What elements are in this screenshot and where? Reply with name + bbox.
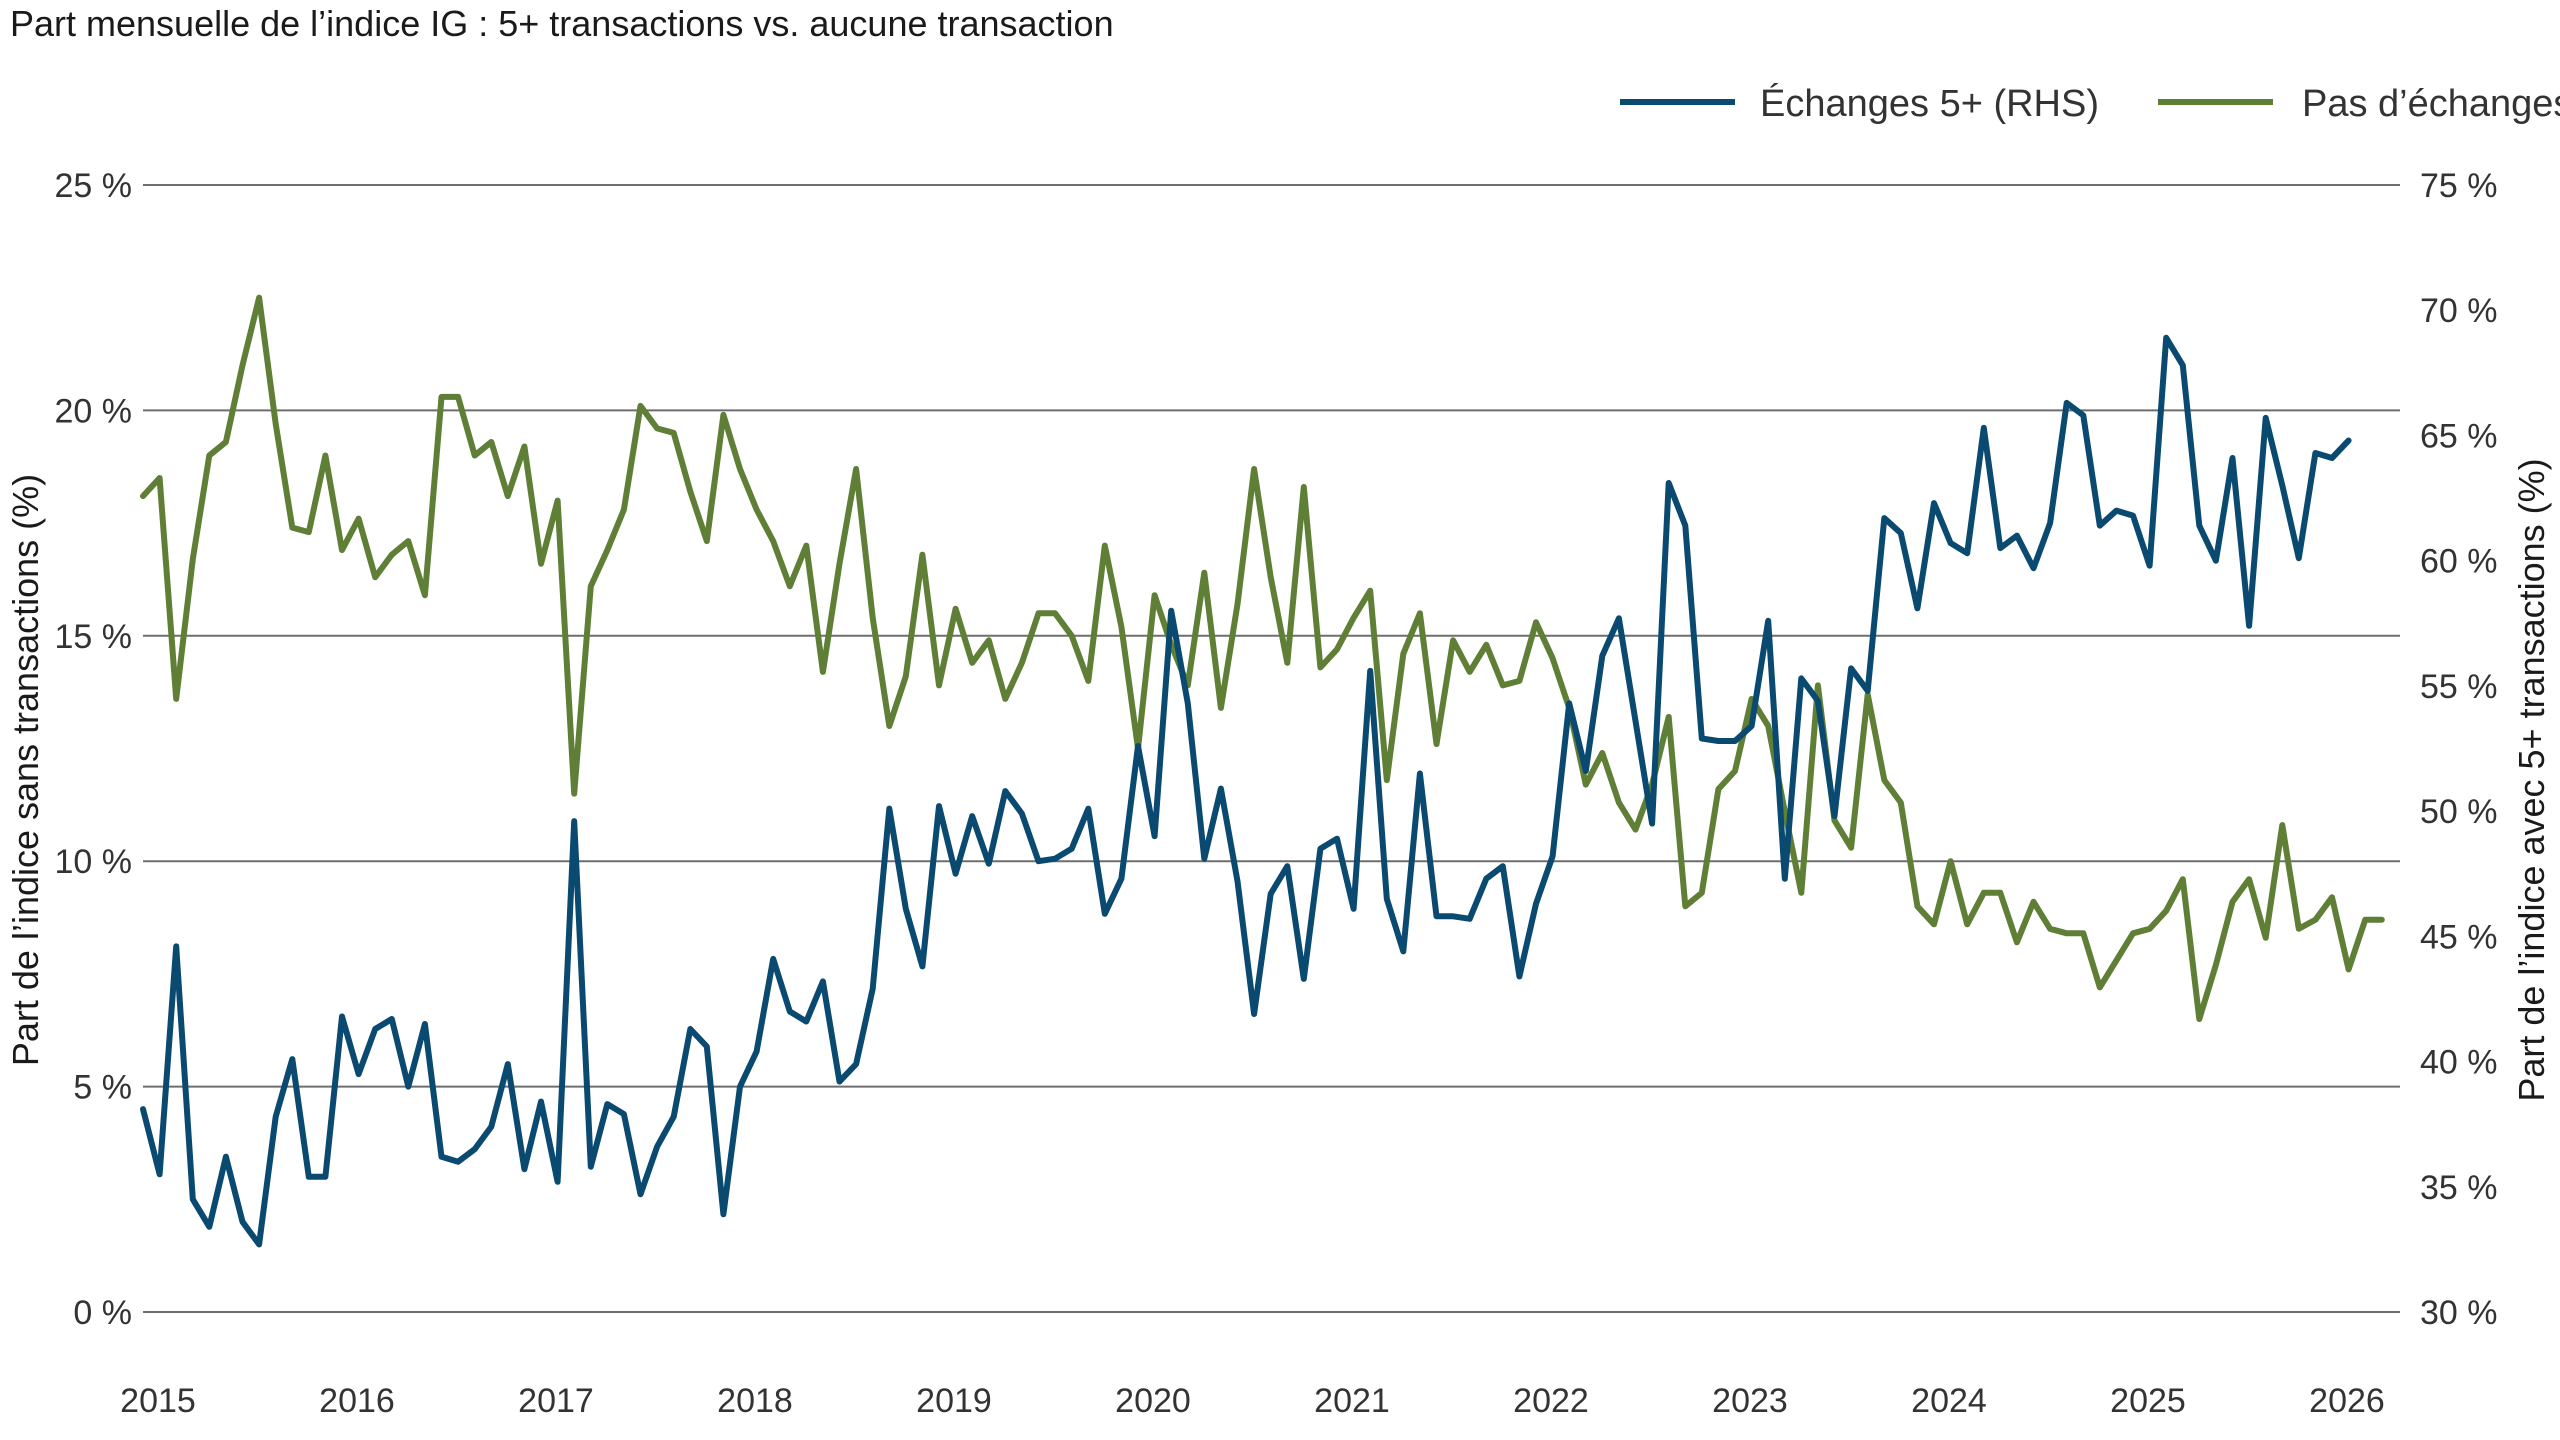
gridlines [143,184,2400,1313]
right-axis-label: Part de l’indice avec 5+ transactions (%… [2511,458,2552,1101]
x-tick-label: 2026 [2309,1382,2385,1420]
left-tick-label: 5 % [73,1069,132,1107]
x-tick-label: 2016 [319,1382,395,1420]
legend-label-pas-echanges: Pas d’échanges [2302,83,2560,125]
x-tick-label: 2025 [2110,1382,2186,1420]
right-tick-label: 35 % [2420,1169,2498,1207]
x-tick-label: 2019 [916,1382,992,1420]
right-tick-label: 65 % [2420,417,2498,455]
left-tick-label: 0 % [73,1294,132,1332]
right-tick-label: 45 % [2420,918,2498,956]
x-tick-label: 2023 [1712,1382,1788,1420]
x-tick-label: 2022 [1513,1382,1589,1420]
right-tick-label: 70 % [2420,292,2498,330]
right-tick-label: 75 % [2420,167,2498,205]
x-tick-label: 2024 [1911,1382,1987,1420]
x-tick-label: 2021 [1314,1382,1390,1420]
x-axis-ticks: 2015 2016 2017 2018 2019 2020 2021 2022 2023 2024… [120,1382,2385,1420]
x-tick-label: 2017 [518,1382,594,1420]
x-tick-label: 2015 [120,1382,196,1420]
series-line-echanges [140,334,2352,1248]
right-tick-label: 55 % [2420,668,2498,706]
right-tick-label: 40 % [2420,1044,2498,1082]
legend: Échanges 5+ (RHS) Pas d’échanges [1620,82,2560,125]
left-tick-label: 20 % [55,392,133,430]
right-tick-label: 50 % [2420,793,2498,831]
x-tick-label: 2020 [1115,1382,1191,1420]
left-axis-label: Part de l’indice sans transactions (%) [5,474,46,1066]
left-tick-label: 10 % [55,843,133,881]
series-layer [140,294,2385,1248]
right-axis-ticks: 30 % 35 % 40 % 45 % 50 % 55 % 60 % 65 % 70 % 75 % [2420,167,2498,1332]
left-tick-label: 15 % [55,618,133,656]
x-tick-label: 2018 [717,1382,793,1420]
right-tick-label: 30 % [2420,1294,2498,1332]
left-tick-label: 25 % [55,167,133,205]
left-axis-ticks: 0 % 5 % 10 % 15 % 20 % 25 % [55,167,133,1332]
legend-label-echanges: Échanges 5+ (RHS) [1760,82,2099,125]
right-tick-label: 60 % [2420,543,2498,581]
chart-title: Part mensuelle de l’indice IG : 5+ trans… [10,3,1114,44]
series-line-pas-echanges [140,294,2385,1022]
